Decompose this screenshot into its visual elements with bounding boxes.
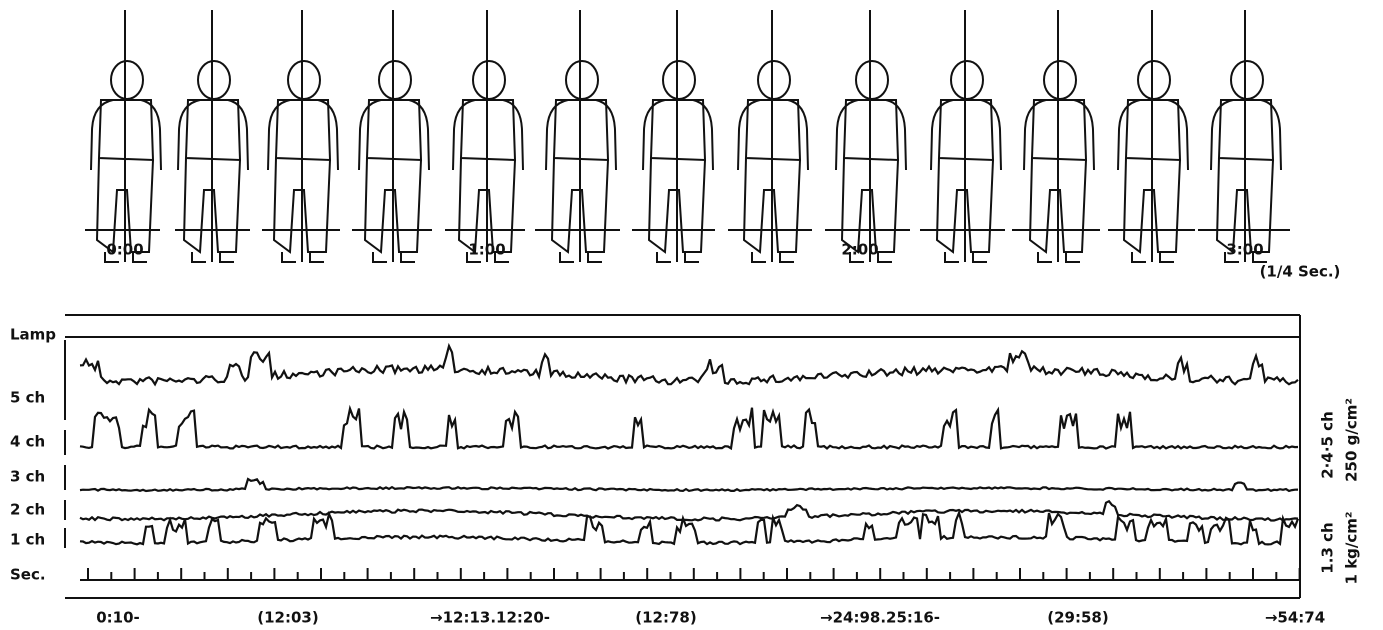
channel-label: Sec. xyxy=(10,566,46,584)
time-label: →24:98.25:16- xyxy=(820,609,940,627)
figure: 0:00 1:00 2:00 3:00 (1/4 Sec.) Lamp 5 ch… xyxy=(0,0,1383,630)
scale-label: 1 kg/cm² xyxy=(1343,512,1361,585)
frame-unit: (1/4 Sec.) xyxy=(1260,263,1341,281)
time-label: (12:78) xyxy=(635,609,696,627)
trace xyxy=(80,501,1298,520)
trace xyxy=(80,346,1298,384)
trace xyxy=(80,513,1298,545)
scale-label: 250 g/cm² xyxy=(1343,398,1361,482)
scale-label: 2·4·5 ch xyxy=(1319,411,1337,479)
time-label: (12:03) xyxy=(257,609,318,627)
channel-label: 4 ch xyxy=(10,433,45,451)
time-label: 0:10- xyxy=(96,609,140,627)
channel-label: 2 ch xyxy=(10,501,45,519)
time-label: (29:58) xyxy=(1047,609,1108,627)
time-label: →12:13.12:20- xyxy=(430,609,550,627)
frame-label: 1:00 xyxy=(468,241,505,259)
traces xyxy=(80,346,1298,544)
trace xyxy=(80,479,1298,491)
frame-label: 2:00 xyxy=(841,241,878,259)
frame-label: 0:00 xyxy=(106,241,143,259)
sec-ticks xyxy=(88,568,1300,580)
frames xyxy=(91,10,1281,262)
frame-label: 3:00 xyxy=(1226,241,1263,259)
channel-label: 3 ch xyxy=(10,468,45,486)
channel-label: Lamp xyxy=(10,326,56,344)
channel-label: 5 ch xyxy=(10,389,45,407)
time-label: →54:74 xyxy=(1265,609,1325,627)
trace xyxy=(80,408,1298,449)
scale-label: 1.3 ch xyxy=(1319,522,1337,573)
channel-label: 1 ch xyxy=(10,531,45,549)
